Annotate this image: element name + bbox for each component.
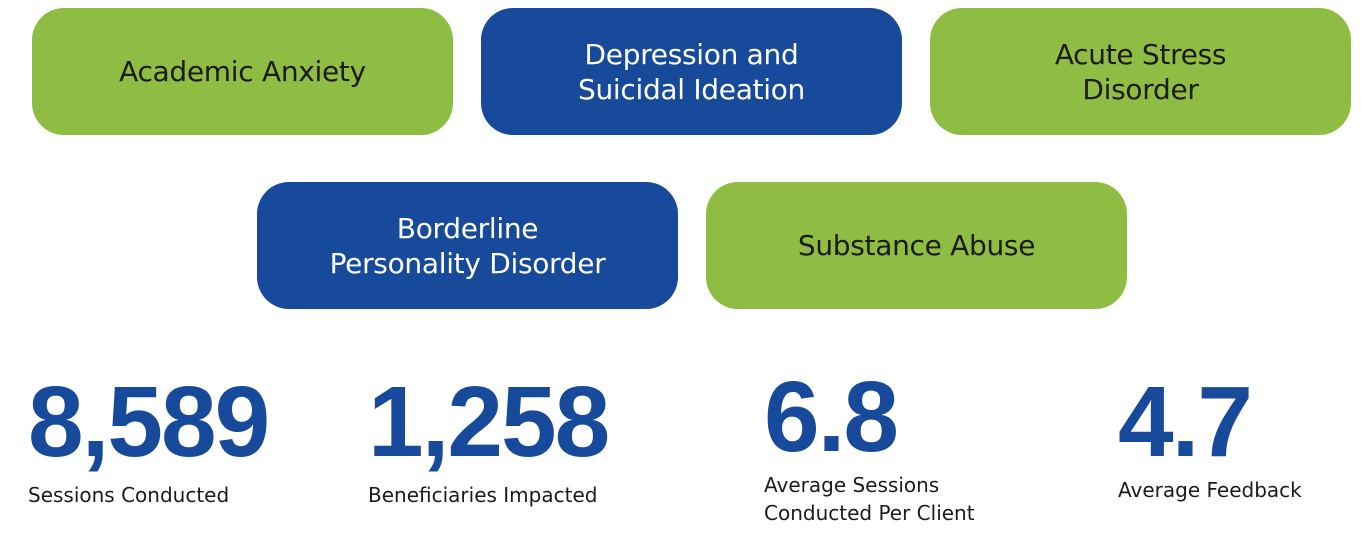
stat-label: Beneficiaries Impacted xyxy=(368,483,598,507)
topic-label: Borderline xyxy=(396,211,539,245)
topic-pill: Borderline Personality Disorder xyxy=(257,182,678,309)
stat-value: 8,589 xyxy=(28,366,270,478)
topic-label: Personality Disorder xyxy=(329,246,606,280)
topic-pill: Depression and Suicidal Ideation xyxy=(481,8,902,135)
topic-label: Acute Stress xyxy=(1054,37,1227,71)
topic-label: Academic Anxiety xyxy=(119,55,366,88)
stat-label-block: Average Feedback xyxy=(1118,476,1302,504)
stat-label-block: Sessions Conducted xyxy=(28,481,268,509)
stat-value: 4.7 xyxy=(1118,366,1253,478)
topic-label: Depression and xyxy=(584,37,799,71)
stat: 8,589 Sessions Conducted xyxy=(28,366,270,509)
topic-pill: Substance Abuse xyxy=(706,182,1127,309)
topic-label: Disorder xyxy=(1082,72,1199,106)
stat-label: Conducted Per Client xyxy=(764,501,975,525)
topic-label: Suicidal Ideation xyxy=(577,72,806,106)
stat: 4.7 Average Feedback xyxy=(1118,372,1302,504)
stat-label: Sessions Conducted xyxy=(28,483,230,507)
stat-value: 6.8 xyxy=(764,361,899,473)
stat-label-block: Beneficiaries Impacted xyxy=(368,481,608,509)
topic-label: Substance Abuse xyxy=(797,229,1036,262)
stat-label: Average Sessions xyxy=(764,473,940,497)
topic-pill: Acute Stress Disorder xyxy=(930,8,1351,135)
stat: 6.8 Average Sessions Conducted Per Client xyxy=(764,367,975,527)
stat-label-block: Average Sessions Conducted Per Client xyxy=(764,471,975,527)
topic-pill: Academic Anxiety xyxy=(32,8,453,135)
stat-value: 1,258 xyxy=(368,366,610,478)
stat: 1,258 Beneficiaries Impacted xyxy=(368,366,610,509)
stat-label: Average Feedback xyxy=(1118,478,1302,502)
